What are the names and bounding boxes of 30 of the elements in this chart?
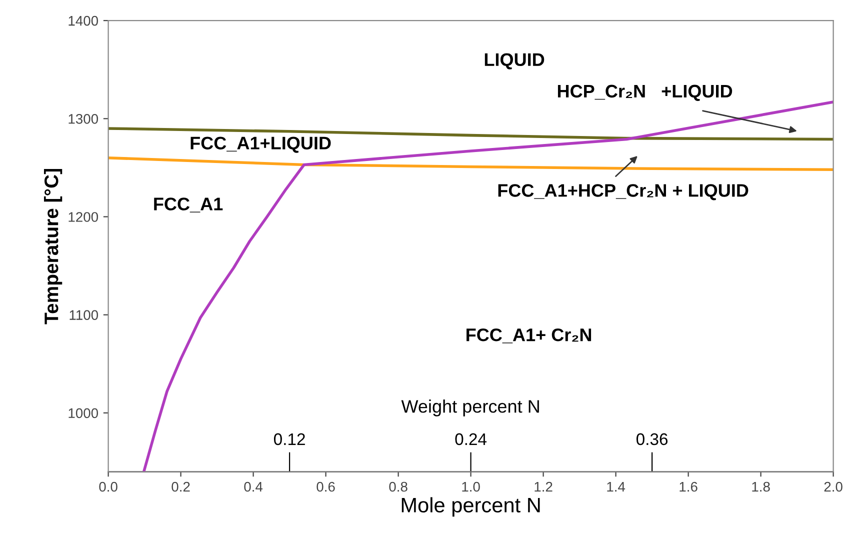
annotation: FCC_A1+ Cr₂N <box>466 328 592 344</box>
x-tick-label: 1.8 <box>752 482 770 492</box>
x2-axis-title: Weight percent N <box>401 400 539 416</box>
x-tick-label: 1.2 <box>534 482 552 492</box>
y-tick-label: 1100 <box>70 310 98 320</box>
y-axis-title: Temperature [°C] <box>44 168 62 324</box>
annotation: FCC_A1 <box>154 198 223 212</box>
annotation: LIQUID <box>484 53 544 70</box>
y-tick-label: 1400 <box>68 16 98 26</box>
line-series <box>108 156 834 172</box>
x-axis-title: Mole percent N <box>402 497 540 517</box>
x2-tick-label: 0.12 <box>274 433 305 446</box>
y-tick-label: 1000 <box>68 408 98 418</box>
x2-tick-label: 0.36 <box>636 433 668 446</box>
x-tick-label: 1.4 <box>607 482 626 492</box>
x-tick-label: 0.0 <box>99 482 118 492</box>
x-tick-label: 0.4 <box>244 482 263 492</box>
x-tick-label: 0.8 <box>389 482 408 492</box>
y-tick-label: 1200 <box>68 212 98 222</box>
x-tick-label: 1.0 <box>462 482 480 492</box>
annotation: FCC_A1+LIQUID <box>190 136 331 153</box>
y-tick-label: 1300 <box>68 114 98 124</box>
line-series <box>142 100 834 472</box>
x-tick-label: 1.6 <box>680 482 698 492</box>
x2-tick-label: 0.24 <box>455 433 487 446</box>
x-tick-label: 0.6 <box>316 482 335 492</box>
annotation: FCC_A1+HCP_Cr₂N + LIQUID <box>498 184 748 200</box>
x-tick-label: 2.0 <box>824 482 842 492</box>
annotation: HCP_Cr₂N +LIQUID <box>558 84 732 101</box>
x-tick-label: 0.2 <box>172 482 190 492</box>
